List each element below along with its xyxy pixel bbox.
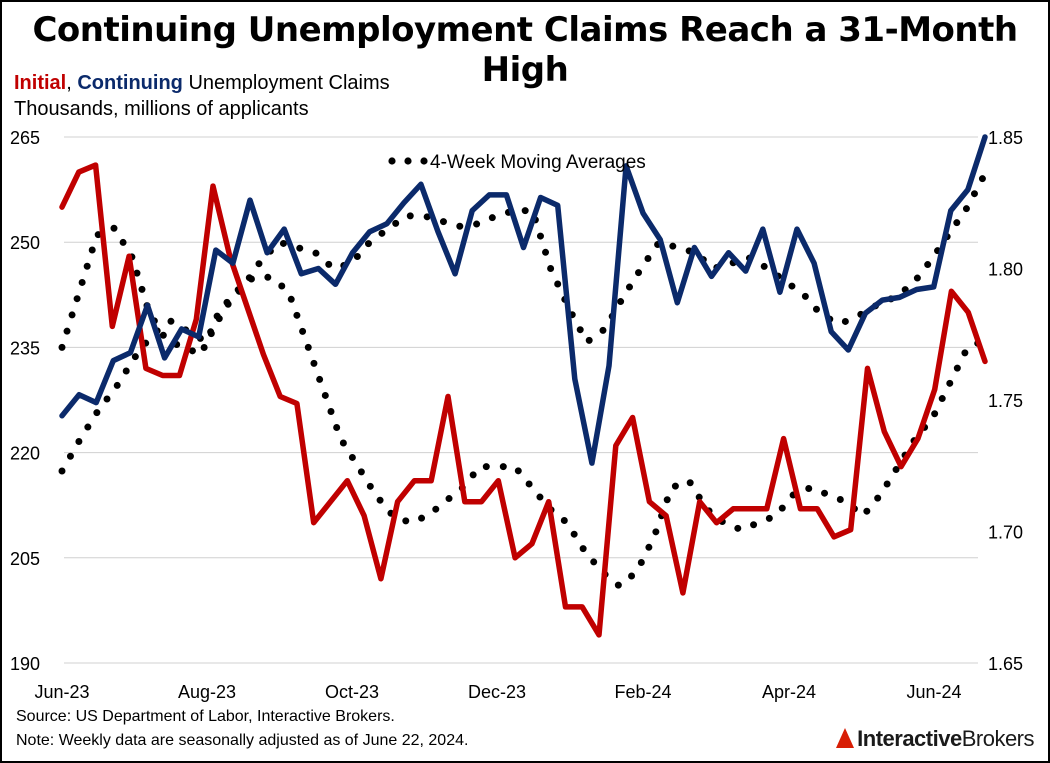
y-left-tick-label: 205: [10, 549, 40, 569]
x-tick-label: Aug-23: [178, 682, 236, 702]
series-continuing-4-week-ma: [58, 170, 989, 475]
y-right-tick-label: 1.70: [988, 523, 1023, 543]
legend-label: 4-Week Moving Averages: [430, 152, 646, 173]
y-right-tick-label: 1.85: [988, 128, 1023, 148]
subtitle-rest: Unemployment Claims: [182, 72, 390, 94]
x-tick-label: Jun-23: [34, 682, 89, 702]
y-right-tick-label: 1.80: [988, 260, 1023, 280]
subtitle-sep: ,: [66, 72, 78, 94]
y-right-tick-label: 1.75: [988, 391, 1023, 411]
x-tick-label: Oct-23: [325, 682, 379, 702]
y-right-tick-label: 1.65: [988, 654, 1023, 674]
legend-dot: [388, 157, 396, 165]
y-left-tick-label: 220: [10, 444, 40, 464]
y-left-tick-label: 265: [10, 128, 40, 148]
subtitle-initial: Initial: [14, 72, 67, 94]
x-tick-label: Jun-24: [906, 682, 961, 702]
series-initial-4-week-ma: [58, 223, 989, 591]
chart-title: Continuing Unemployment Claims Reach a 3…: [32, 10, 1018, 90]
logo-icon: [836, 728, 855, 748]
series-initial: [59, 162, 988, 638]
y-left-tick-label: 190: [10, 654, 40, 674]
chart-subtitle: Initial, Continuing Unemployment Claims: [14, 72, 390, 95]
legend-dot: [420, 157, 428, 165]
legend-dot: [404, 157, 412, 165]
x-tick-label: Feb-24: [614, 682, 671, 702]
subtitle-continuing: Continuing: [77, 72, 183, 94]
x-tick-label: Dec-23: [468, 682, 526, 702]
units-label: Thousands, millions of applicants: [14, 98, 309, 120]
y-left-tick-label: 235: [10, 338, 40, 358]
interactive-brokers-logo: InteractiveBrokers: [836, 726, 1035, 752]
x-tick-label: Apr-24: [762, 682, 816, 702]
logo-text-bold: Interactive: [857, 726, 962, 751]
series-continuing: [59, 134, 988, 466]
y-left-tick-label: 250: [10, 233, 40, 253]
logo-text-rest: Brokers: [961, 726, 1035, 751]
source-note: Source: US Department of Labor, Interact…: [16, 708, 395, 725]
footnote: Note: Weekly data are seasonally adjuste…: [16, 732, 469, 749]
